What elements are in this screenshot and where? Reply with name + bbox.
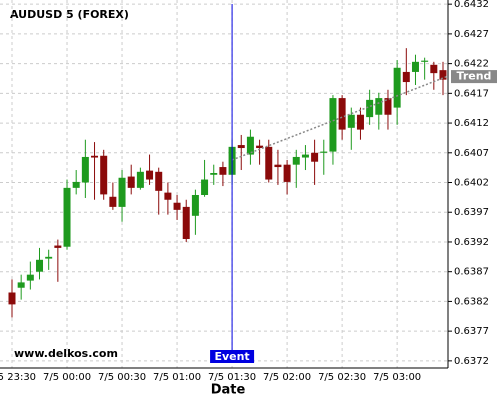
y-tick-label: 0.6377 bbox=[454, 326, 489, 337]
candle-body bbox=[237, 145, 245, 149]
event-label-box bbox=[210, 350, 255, 363]
candle-body bbox=[274, 164, 282, 168]
candle-body bbox=[109, 196, 117, 207]
candle-body bbox=[393, 67, 401, 108]
candle-body bbox=[384, 98, 392, 115]
y-tick-label: 0.6432 bbox=[454, 0, 489, 10]
candle-body bbox=[320, 151, 328, 153]
candle-body bbox=[91, 155, 99, 158]
candle-body bbox=[8, 292, 16, 305]
candle-body bbox=[356, 114, 364, 130]
y-tick-label: 0.6382 bbox=[454, 296, 489, 307]
y-tick-label: 0.6402 bbox=[454, 178, 489, 189]
candle-body bbox=[54, 245, 62, 248]
y-tick-label: 0.6407 bbox=[454, 148, 489, 159]
candle-body bbox=[329, 98, 337, 152]
trend-label: Trend bbox=[457, 70, 492, 83]
y-tick-label: 0.6387 bbox=[454, 267, 489, 278]
x-tick-label: 7/5 01:00 bbox=[153, 372, 201, 383]
candle-body bbox=[347, 114, 355, 128]
x-tick-label: 7/5 23:30 bbox=[0, 372, 36, 383]
x-tick-label: 7/5 01:30 bbox=[208, 372, 256, 383]
y-tick-label: 0.6417 bbox=[454, 88, 489, 99]
watermark: www.delkos.com bbox=[14, 347, 118, 360]
candle-body bbox=[72, 181, 80, 188]
event-label: Event bbox=[214, 350, 249, 363]
candle-body bbox=[100, 155, 108, 195]
candle-body bbox=[81, 156, 89, 183]
candle-body bbox=[155, 171, 163, 191]
candle-body bbox=[26, 274, 34, 281]
x-tick-label: 7/5 02:00 bbox=[263, 372, 311, 383]
y-tick-label: 0.6427 bbox=[454, 29, 489, 40]
candle-body bbox=[430, 64, 438, 74]
y-tick-label: 0.6397 bbox=[454, 207, 489, 218]
y-tick-label: 0.6422 bbox=[454, 59, 489, 70]
candle-body bbox=[421, 60, 429, 62]
candle-body bbox=[45, 256, 53, 259]
candle-body bbox=[210, 173, 218, 175]
chart-title: AUDUSD 5 (FOREX) bbox=[10, 8, 129, 21]
y-tick-label: 0.6372 bbox=[454, 356, 489, 367]
candle-body bbox=[411, 61, 419, 72]
x-tick-label: 7/5 03:00 bbox=[373, 372, 421, 383]
y-tick-label: 0.6412 bbox=[454, 118, 489, 129]
candle-body bbox=[164, 192, 172, 200]
candle-body bbox=[118, 177, 126, 207]
candle-body bbox=[366, 99, 374, 118]
candle-body bbox=[127, 176, 135, 188]
candle-body bbox=[265, 146, 273, 180]
x-tick-label: 7/5 00:30 bbox=[98, 372, 146, 383]
y-tick-label: 0.6392 bbox=[454, 237, 489, 248]
candle-body bbox=[63, 187, 71, 247]
candle-body bbox=[402, 71, 410, 83]
candle-body bbox=[439, 70, 447, 80]
candle-body bbox=[283, 164, 291, 182]
candle-body bbox=[201, 179, 209, 195]
candle-body bbox=[338, 98, 346, 130]
candle-body bbox=[375, 98, 383, 115]
candle-body bbox=[146, 170, 154, 180]
candle-body bbox=[256, 145, 264, 149]
candle-body bbox=[182, 206, 190, 239]
candle-body bbox=[17, 282, 25, 288]
candle-body bbox=[173, 202, 181, 210]
candle-body bbox=[246, 136, 254, 155]
candle-body bbox=[301, 154, 309, 158]
candle-body bbox=[311, 152, 319, 162]
candle-body bbox=[191, 194, 199, 216]
candle-body bbox=[219, 167, 227, 175]
x-tick-label: 7/5 00:00 bbox=[43, 372, 91, 383]
trend-line bbox=[231, 75, 449, 161]
candle-body bbox=[36, 259, 44, 272]
trend-label-box bbox=[451, 70, 497, 84]
candle-body bbox=[292, 156, 300, 165]
x-tick-label: 7/5 02:30 bbox=[318, 372, 366, 383]
candle-body bbox=[136, 171, 144, 188]
x-axis-label: Date bbox=[211, 383, 246, 398]
